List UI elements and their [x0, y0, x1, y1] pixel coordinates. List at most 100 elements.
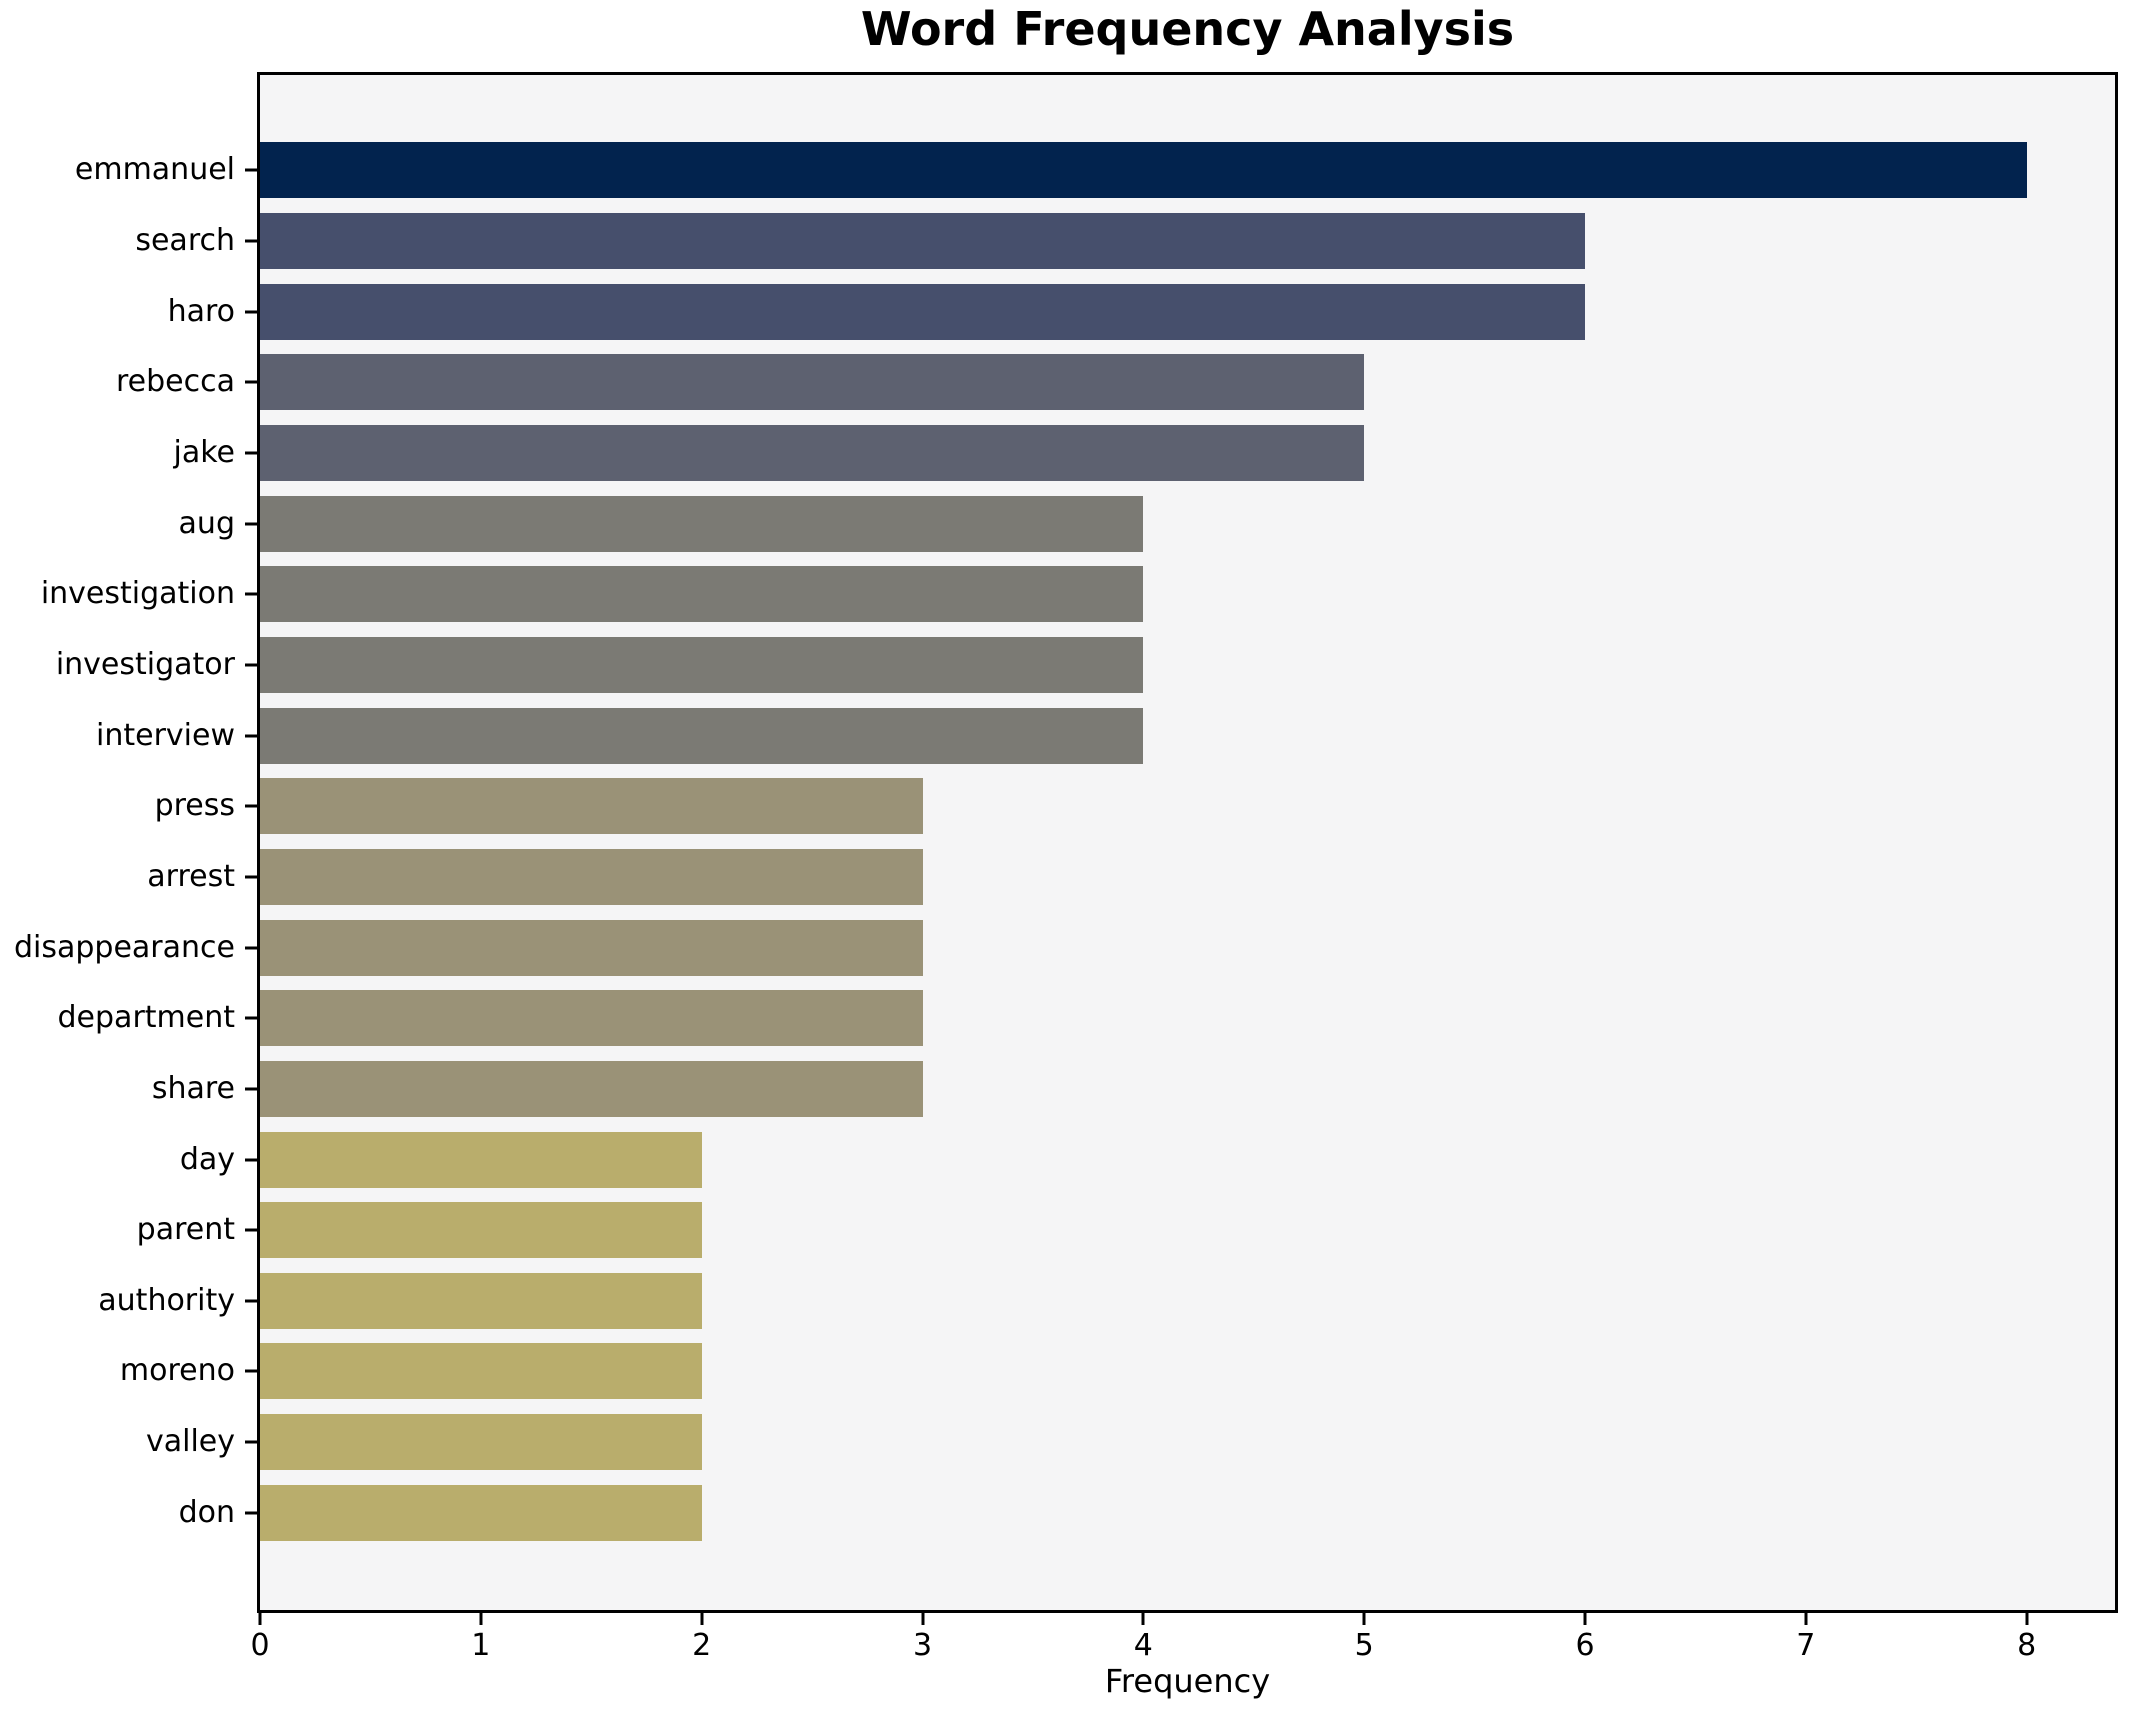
- bar-share: [260, 1060, 923, 1117]
- y-tick-label-disappearance: disappearance: [13, 929, 235, 965]
- bar-disappearance: [260, 919, 923, 976]
- y-tick-row: rebecca: [0, 347, 257, 418]
- y-tick-row: share: [0, 1054, 257, 1125]
- y-tick-label-jake: jake: [173, 434, 235, 470]
- bar-department: [260, 990, 923, 1047]
- y-tick-label-interview: interview: [96, 717, 235, 753]
- bar-row: [260, 983, 2115, 1054]
- y-tick-mark: [245, 168, 257, 172]
- y-tick-row: valley: [0, 1407, 257, 1478]
- bar-row: [260, 488, 2115, 559]
- y-tick-row: jake: [0, 418, 257, 489]
- y-tick-label-arrest: arrest: [147, 858, 235, 894]
- y-tick-row: search: [0, 206, 257, 277]
- y-tick-row: interview: [0, 700, 257, 771]
- x-tick-label-2: 2: [692, 1628, 712, 1663]
- y-tick-mark: [245, 1158, 257, 1162]
- bar-haro: [260, 283, 1585, 340]
- y-tick-mark: [245, 451, 257, 455]
- y-tick-mark: [245, 1511, 257, 1515]
- bar-row: [260, 1336, 2115, 1407]
- x-tick-mark: [1583, 1613, 1587, 1625]
- bar-row: [260, 135, 2115, 206]
- x-tick-mark: [700, 1613, 704, 1625]
- bar-day: [260, 1131, 702, 1188]
- bar-row: [260, 771, 2115, 842]
- x-tick-mark: [1362, 1613, 1366, 1625]
- x-axis: 0 1 2 3 4 5 6 7 8: [250, 1613, 2115, 1683]
- y-tick-label-haro: haro: [167, 293, 235, 329]
- bar-row: [260, 700, 2115, 771]
- bar-authority: [260, 1272, 702, 1329]
- y-tick-mark: [245, 522, 257, 526]
- y-tick-mark: [245, 1087, 257, 1091]
- bar-rebecca: [260, 354, 1365, 411]
- y-tick-row: authority: [0, 1266, 257, 1337]
- y-tick-mark: [245, 875, 257, 879]
- y-tick-mark: [245, 592, 257, 596]
- y-tick-row: disappearance: [0, 912, 257, 983]
- y-tick-label-moreno: moreno: [119, 1353, 235, 1389]
- y-tick-mark: [245, 239, 257, 243]
- bar-row: [260, 1266, 2115, 1337]
- bars-layer: [260, 75, 2115, 1610]
- y-tick-row: don: [0, 1477, 257, 1548]
- y-tick-row: day: [0, 1124, 257, 1195]
- y-tick-label-valley: valley: [145, 1424, 235, 1460]
- x-tick-label-0: 0: [250, 1628, 270, 1663]
- y-tick-row: moreno: [0, 1336, 257, 1407]
- x-tick-label-6: 6: [1575, 1628, 1595, 1663]
- bar-investigator: [260, 636, 1144, 693]
- bar-aug: [260, 495, 1144, 552]
- y-tick-row: haro: [0, 276, 257, 347]
- y-tick-mark: [245, 380, 257, 384]
- bar-row: [260, 418, 2115, 489]
- bar-parent: [260, 1202, 702, 1259]
- x-tick-label-3: 3: [912, 1628, 933, 1663]
- y-tick-label-day: day: [179, 1141, 235, 1177]
- bar-row: [260, 842, 2115, 913]
- bar-row: [260, 559, 2115, 630]
- y-tick-mark: [245, 1299, 257, 1303]
- y-tick-label-investigator: investigator: [55, 646, 235, 682]
- bar-emmanuel: [260, 142, 2027, 199]
- bar-row: [260, 1407, 2115, 1478]
- y-tick-row: department: [0, 983, 257, 1054]
- y-axis: emmanuel search haro rebecca jake aug investig…: [0, 75, 257, 1610]
- x-tick-label-7: 7: [1796, 1628, 1816, 1663]
- bar-row: [260, 276, 2115, 347]
- x-tick-mark: [258, 1613, 262, 1625]
- y-tick-row: parent: [0, 1195, 257, 1266]
- y-tick-mark: [245, 1016, 257, 1020]
- y-tick-row: emmanuel: [0, 135, 257, 206]
- bar-row: [260, 1124, 2115, 1195]
- y-tick-row: arrest: [0, 842, 257, 913]
- y-tick-mark: [245, 734, 257, 738]
- x-tick-label-4: 4: [1133, 1628, 1153, 1663]
- bar-search: [260, 212, 1585, 269]
- x-tick-label-5: 5: [1354, 1628, 1374, 1663]
- y-tick-label-share: share: [151, 1070, 235, 1106]
- bar-jake: [260, 424, 1365, 481]
- x-axis-title: Frequency: [1104, 1662, 1271, 1700]
- y-tick-label-don: don: [178, 1494, 235, 1530]
- y-tick-mark: [245, 310, 257, 314]
- bar-valley: [260, 1414, 702, 1471]
- x-tick-mark: [2025, 1613, 2029, 1625]
- bar-investigation: [260, 566, 1144, 623]
- y-tick-mark: [245, 804, 257, 808]
- y-tick-label-authority: authority: [98, 1282, 235, 1318]
- y-tick-mark: [245, 946, 257, 950]
- bar-row: [260, 206, 2115, 277]
- x-tick-mark: [1141, 1613, 1145, 1625]
- y-tick-mark: [245, 1369, 257, 1373]
- y-tick-label-investigation: investigation: [40, 576, 235, 612]
- x-tick-mark: [479, 1613, 483, 1625]
- bar-interview: [260, 707, 1144, 764]
- bar-arrest: [260, 848, 923, 905]
- y-tick-label-parent: parent: [136, 1212, 235, 1248]
- bar-moreno: [260, 1343, 702, 1400]
- y-tick-label-press: press: [154, 788, 235, 824]
- y-tick-label-aug: aug: [178, 505, 235, 541]
- y-tick-mark: [245, 1228, 257, 1232]
